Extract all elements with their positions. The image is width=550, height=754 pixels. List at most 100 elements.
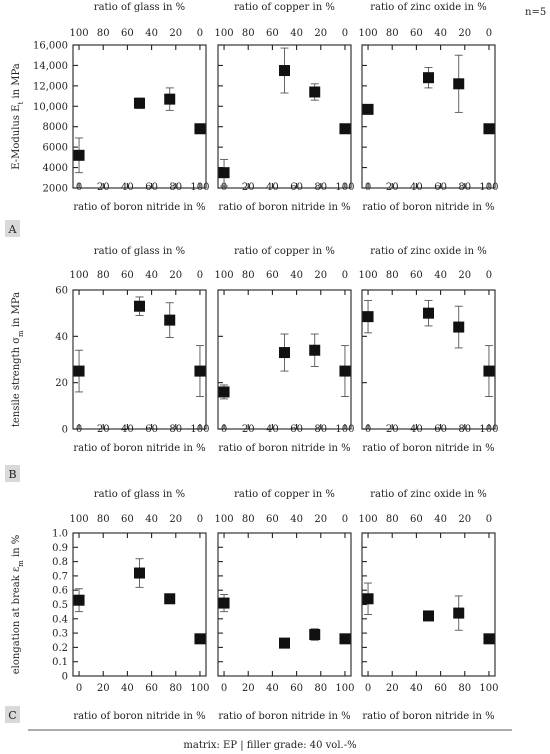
x-tick-label-a3: 40 bbox=[410, 182, 423, 193]
x-tick-label-b2: 20 bbox=[242, 424, 255, 435]
x2-tick-label-c2: 80 bbox=[242, 514, 255, 525]
x-tick-label-a2: 80 bbox=[314, 182, 327, 193]
data-point-c2 bbox=[218, 597, 230, 609]
plot-frame-c1 bbox=[72, 532, 207, 677]
data-point-a2 bbox=[279, 65, 290, 77]
x2-axis-title-c2: ratio of copper in % bbox=[234, 489, 335, 500]
x-tick-label-c3: 40 bbox=[410, 683, 423, 694]
y-tick-label-c1: 0.6 bbox=[52, 586, 68, 597]
x2-tick-label-a2: 40 bbox=[290, 28, 303, 39]
x-tick-label-b1: 100 bbox=[190, 424, 209, 435]
x2-axis-title-c1: ratio of glass in % bbox=[94, 489, 185, 500]
x2-tick-label-b2: 60 bbox=[266, 270, 279, 281]
x2-tick-label-c1: 0 bbox=[197, 514, 203, 525]
x-tick-label-c1: 60 bbox=[145, 683, 158, 694]
x-axis-title-a1: ratio of boron nitride in % bbox=[73, 202, 205, 213]
x2-tick-label-c1: 40 bbox=[145, 514, 158, 525]
data-point-b3 bbox=[453, 321, 465, 333]
x2-tick-label-c3: 80 bbox=[386, 514, 399, 525]
x2-tick-label-c2: 100 bbox=[214, 514, 233, 525]
x2-axis-title-c3: ratio of zinc oxide in % bbox=[370, 489, 486, 500]
x-tick-label-c3: 100 bbox=[479, 683, 498, 694]
x2-tick-label-b2: 0 bbox=[342, 270, 348, 281]
x2-tick-label-b2: 20 bbox=[314, 270, 327, 281]
data-point-a1 bbox=[164, 93, 176, 105]
data-point-a3 bbox=[483, 123, 495, 135]
x-tick-label-c3: 60 bbox=[434, 683, 447, 694]
x2-tick-label-a2: 0 bbox=[342, 28, 348, 39]
x2-tick-label-c2: 0 bbox=[342, 514, 348, 525]
x-tick-label-c1: 0 bbox=[76, 683, 82, 694]
x-axis-title-b2: ratio of boron nitride in % bbox=[218, 443, 350, 454]
plot-frame-a1 bbox=[72, 44, 207, 189]
row-letter-box-a bbox=[5, 220, 20, 237]
x-tick-label-c3: 0 bbox=[365, 683, 371, 694]
data-point-c1 bbox=[164, 593, 176, 605]
x2-tick-label-a3: 20 bbox=[458, 28, 471, 39]
x-tick-label-a2: 100 bbox=[335, 182, 354, 193]
x-tick-label-c1: 20 bbox=[97, 683, 110, 694]
data-point-a1 bbox=[194, 123, 206, 135]
x-tick-label-a1: 0 bbox=[76, 182, 82, 193]
y-tick-label-c1: 0.7 bbox=[52, 571, 68, 582]
x-tick-label-a1: 80 bbox=[169, 182, 182, 193]
x-tick-label-b3: 40 bbox=[410, 424, 423, 435]
y-tick-label-b1: 20 bbox=[55, 378, 68, 389]
y-axis-title-a: E-Modulus Et in MPa bbox=[11, 63, 25, 170]
plot-frame-b2 bbox=[217, 289, 352, 430]
x-tick-label-b3: 100 bbox=[479, 424, 498, 435]
y-tick-label-b1: 40 bbox=[55, 332, 68, 343]
x2-axis-title-b1: ratio of glass in % bbox=[94, 246, 185, 257]
x2-tick-label-b3: 0 bbox=[486, 270, 492, 281]
x-tick-label-b3: 20 bbox=[386, 424, 399, 435]
x-tick-label-a1: 100 bbox=[190, 182, 209, 193]
x2-tick-label-b1: 0 bbox=[197, 270, 203, 281]
y-tick-label-b1: 0 bbox=[62, 425, 68, 436]
x-tick-label-a2: 20 bbox=[242, 182, 255, 193]
x2-tick-label-a1: 20 bbox=[169, 28, 182, 39]
y-tick-label-a1: 14,000 bbox=[33, 61, 68, 72]
data-point-b1 bbox=[164, 314, 176, 326]
x2-tick-label-c3: 20 bbox=[458, 514, 471, 525]
x-tick-label-c2: 0 bbox=[221, 683, 227, 694]
x2-tick-label-b1: 20 bbox=[169, 270, 182, 281]
x-axis-title-c1: ratio of boron nitride in % bbox=[73, 711, 205, 722]
data-point-a1 bbox=[134, 97, 145, 109]
x2-axis-title-a3: ratio of zinc oxide in % bbox=[370, 2, 486, 13]
x-tick-label-a1: 60 bbox=[145, 182, 158, 193]
y-tick-label-a1: 6000 bbox=[43, 143, 68, 154]
data-point-b1 bbox=[73, 365, 85, 377]
data-point-b3 bbox=[483, 365, 495, 377]
y-tick-label-a1: 2000 bbox=[43, 184, 68, 195]
data-point-a3 bbox=[453, 78, 465, 90]
x-tick-label-c2: 40 bbox=[266, 683, 279, 694]
x2-tick-label-c3: 100 bbox=[358, 514, 377, 525]
x2-tick-label-a2: 100 bbox=[214, 28, 233, 39]
x-tick-label-b2: 60 bbox=[290, 424, 303, 435]
y-tick-label-c1: 0.5 bbox=[52, 600, 68, 611]
x-tick-label-b2: 40 bbox=[266, 424, 279, 435]
x-tick-label-c1: 80 bbox=[169, 683, 182, 694]
x2-tick-label-b2: 40 bbox=[290, 270, 303, 281]
y-tick-label-c1: 0.1 bbox=[52, 657, 68, 668]
x-tick-label-a3: 0 bbox=[365, 182, 371, 193]
data-point-a2 bbox=[339, 123, 351, 135]
data-point-a1 bbox=[73, 149, 85, 161]
row-letter-b: B bbox=[8, 468, 16, 481]
x2-tick-label-b3: 100 bbox=[358, 270, 377, 281]
x2-axis-title-a2: ratio of copper in % bbox=[234, 2, 335, 13]
y-tick-label-c1: 0 bbox=[62, 672, 68, 683]
x2-tick-label-b3: 60 bbox=[410, 270, 423, 281]
x-tick-label-b1: 20 bbox=[97, 424, 110, 435]
y-tick-label-a1: 12,000 bbox=[33, 81, 68, 92]
y-tick-label-a1: 4000 bbox=[43, 163, 68, 174]
x-tick-label-c2: 20 bbox=[242, 683, 255, 694]
x2-tick-label-b3: 20 bbox=[458, 270, 471, 281]
data-point-a2 bbox=[309, 86, 321, 98]
x2-tick-label-c1: 60 bbox=[121, 514, 134, 525]
y-tick-label-c1: 0.2 bbox=[52, 643, 68, 654]
x2-tick-label-b1: 60 bbox=[121, 270, 134, 281]
x-axis-title-b3: ratio of boron nitride in % bbox=[362, 443, 494, 454]
data-point-a3 bbox=[362, 103, 374, 115]
